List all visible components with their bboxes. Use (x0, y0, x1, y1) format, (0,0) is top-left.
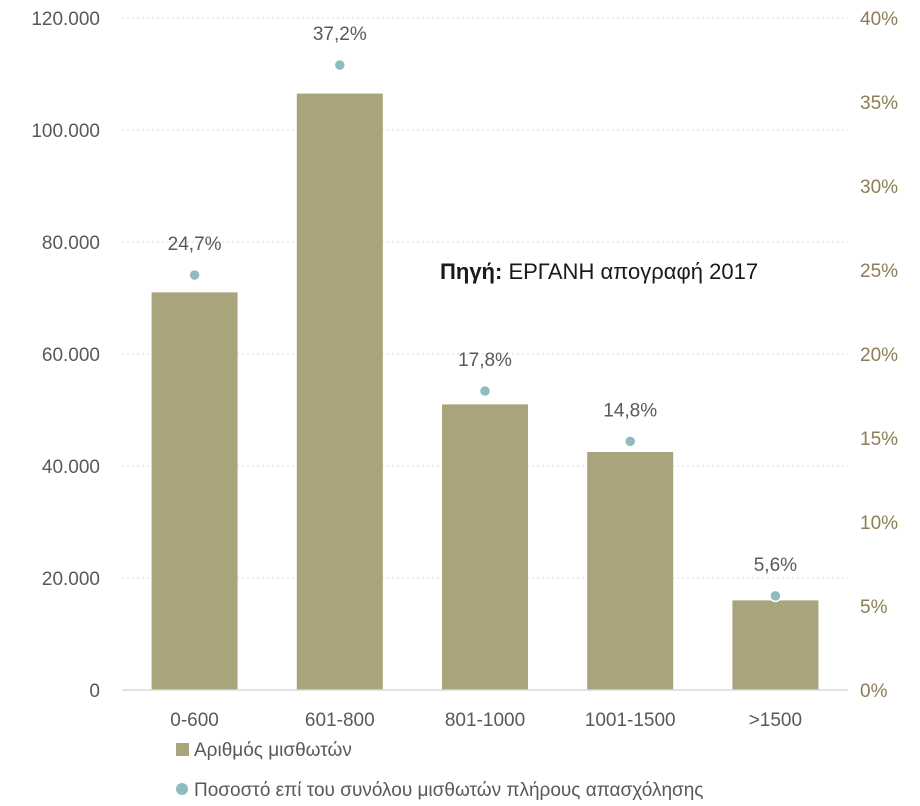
source-annotation-label: Πηγή: (440, 259, 502, 284)
point (769, 589, 782, 603)
y-tick-label: 100.000 (31, 121, 100, 142)
bar (442, 404, 528, 690)
y-tick-label: 0 (89, 681, 100, 702)
y2-tick-label: 20% (860, 345, 898, 366)
source-annotation: Πηγή: ΕΡΓΑΝΗ απογραφή 2017 (440, 259, 758, 284)
y2-tick-label: 15% (860, 429, 898, 450)
y2-tick-label: 25% (860, 261, 898, 282)
data-labels: 24,7% 37,2% 17,8% 14,8% 5,6% (168, 24, 797, 576)
y2-tick-label: 35% (860, 93, 898, 114)
legend-swatch-bars (176, 743, 189, 756)
point (333, 58, 347, 72)
y-tick-label: 40.000 (42, 457, 100, 478)
y-tick-label: 20.000 (42, 569, 100, 590)
x-tick-label: 1001-1500 (585, 710, 676, 731)
legend-swatch-points (176, 783, 188, 795)
data-label: 14,8% (603, 400, 657, 421)
point-series (188, 58, 782, 603)
point (188, 268, 201, 282)
point (478, 384, 492, 398)
bar-series (151, 93, 819, 691)
y2-tick-label: 40% (860, 9, 898, 30)
legend-label-points: Ποσοστό επί του συνόλου μισθωτών πλήρους… (194, 780, 703, 801)
data-label: 24,7% (168, 234, 222, 255)
y-tick-label: 60.000 (42, 345, 100, 366)
bar (151, 292, 238, 690)
data-label: 17,8% (458, 350, 512, 371)
y2-tick-label: 10% (860, 513, 898, 534)
y-tick-label: 120.000 (31, 9, 100, 30)
source-annotation-text: ΕΡΓΑΝΗ απογραφή 2017 (502, 259, 758, 284)
y-tick-label: 80.000 (42, 233, 100, 254)
x-tick-label: 801-1000 (445, 710, 525, 731)
legend: Αριθμός μισθωτών Ποσοστό επί του συνόλου… (176, 740, 703, 801)
x-tick-label: 601-800 (305, 710, 375, 731)
y2-tick-label: 30% (860, 177, 898, 198)
x-tick-label: >1500 (749, 710, 802, 731)
bar (296, 93, 383, 691)
bar (732, 600, 819, 690)
gridlines (122, 17, 848, 579)
data-label: 5,6% (754, 555, 797, 576)
x-axis: 0-600 601-800 801-1000 1001-1500 >1500 (170, 710, 802, 731)
bar (587, 452, 674, 690)
y-axis-left: 0 20.000 40.000 60.000 80.000 100.000 120.000 (31, 9, 100, 702)
y-axis-right: 0% 5% 10% 15% 20% 25% 30% 35% 40% (860, 9, 898, 702)
y2-tick-label: 0% (860, 681, 888, 702)
data-label: 37,2% (313, 24, 367, 45)
y2-tick-label: 5% (860, 597, 888, 618)
legend-label-bars: Αριθμός μισθωτών (194, 740, 352, 761)
point (623, 435, 637, 448)
x-tick-label: 0-600 (170, 710, 219, 731)
